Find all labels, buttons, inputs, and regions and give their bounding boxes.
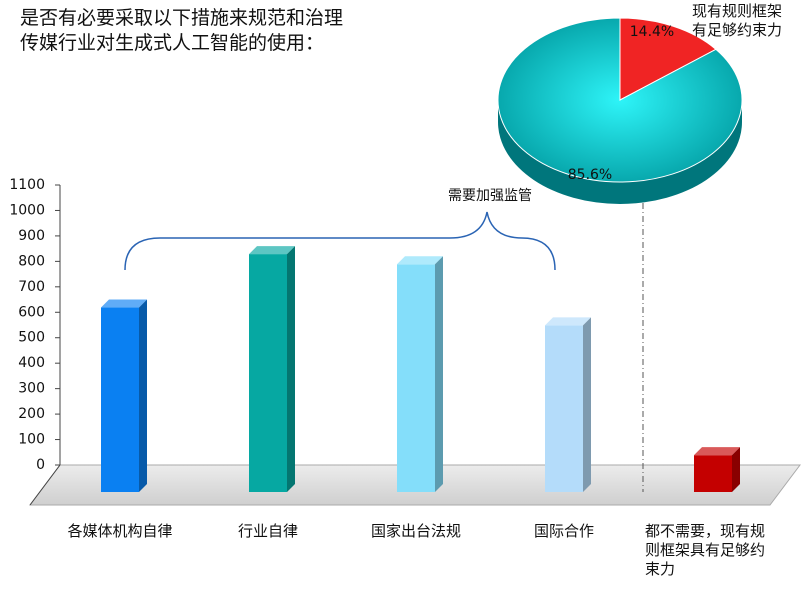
bar-front (397, 264, 435, 492)
bar-top (694, 447, 740, 456)
y-tick-label: 300 (18, 381, 45, 397)
chart-title: 是否有必要采取以下措施来规范和治理传媒行业对生成式人工智能的使用： (20, 7, 344, 54)
bar-side (287, 246, 295, 492)
bar-top (545, 317, 591, 326)
y-tick-label: 700 (18, 279, 45, 295)
bar (101, 299, 147, 492)
y-tick-label: 1100 (9, 177, 45, 193)
bar (397, 256, 443, 492)
bar-side (583, 317, 591, 492)
pie-value-label: 85.6% (568, 167, 612, 183)
pie-slice (619, 17, 717, 101)
bar-front (694, 455, 732, 492)
bar-side (732, 447, 740, 492)
pie-slice (497, 17, 743, 183)
x-tick-label: 行业自律 (237, 522, 298, 540)
annotation: 需要加强监管 (448, 188, 532, 204)
pie-side (498, 100, 742, 204)
bar (545, 317, 591, 492)
x-tick-label: 国家出台法规 (370, 522, 461, 540)
pie-value-label: 14.4% (630, 24, 674, 40)
bar-side (139, 299, 147, 492)
y-tick-label: 200 (18, 406, 45, 422)
bar (249, 246, 295, 492)
x-tick-label: 国际合作 (533, 522, 594, 540)
y-tick-label: 800 (18, 253, 45, 269)
y-tick-label: 1000 (9, 202, 45, 218)
bar-front (249, 254, 287, 492)
bar-top (397, 256, 443, 265)
floor-edge (29, 464, 61, 506)
bar-front (545, 325, 583, 492)
pie-label: 现有规则框架有足够约束力 (692, 2, 783, 39)
y-tick-label: 500 (18, 330, 45, 346)
y-tick-label: 600 (18, 304, 45, 320)
y-tick-label: 400 (18, 355, 45, 371)
bar-side (435, 256, 443, 492)
x-tick-label: 各媒体机构自律 (67, 522, 173, 540)
bar (694, 447, 740, 492)
x-tick-label: 都不需要，现有规则框架具有足够约束力 (645, 522, 766, 578)
bar-top (101, 299, 147, 308)
y-tick-label: 900 (18, 228, 45, 244)
y-tick-label: 100 (18, 432, 45, 448)
bar-top (249, 246, 295, 255)
bracket (124, 211, 556, 271)
bar-front (101, 307, 139, 492)
y-tick-label: 0 (36, 457, 45, 473)
